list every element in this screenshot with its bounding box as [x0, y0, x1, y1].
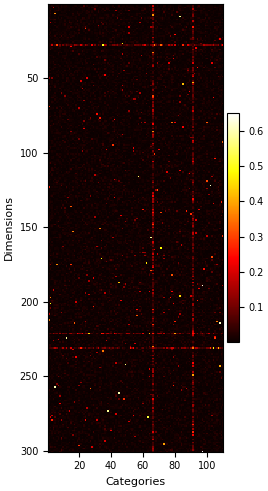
Y-axis label: Dimensions: Dimensions — [4, 195, 14, 260]
X-axis label: Categories: Categories — [106, 477, 166, 487]
